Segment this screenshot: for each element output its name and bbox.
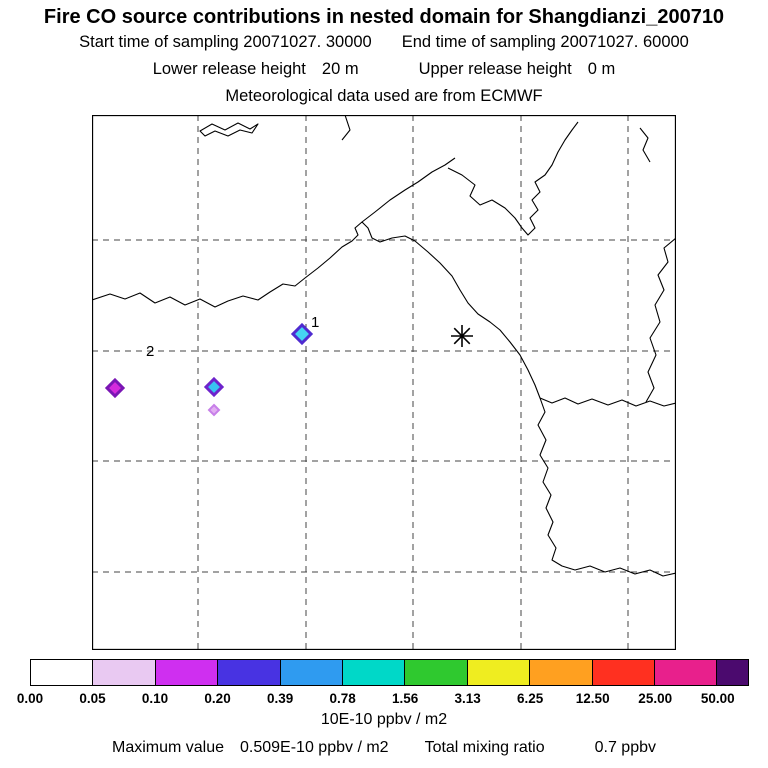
coastline-liaodong-peninsula	[447, 121, 579, 236]
lower-release-value: 20 m	[321, 60, 359, 78]
mixing-ratio-label: Total mixing ratio	[424, 739, 545, 756]
colorbar-unit-line: 10E-10 ppbv / m2	[0, 711, 768, 729]
met-data-line: Meteorological data used are from ECMWF	[0, 87, 768, 106]
coastline-topright-corner	[639, 127, 651, 163]
stats-line: Maximum value 0.509E-10 ppbv / m2 Total …	[0, 739, 768, 757]
colorbar-segment-11	[717, 660, 748, 685]
end-time-text: End time of sampling 20071027. 60000	[401, 33, 689, 51]
upper-release-value: 0 m	[587, 60, 616, 78]
source-marker-3	[203, 376, 225, 398]
colorbar-tick-0.20: 0.20	[204, 691, 231, 706]
receptor-asterisk-marker	[451, 325, 473, 347]
colorbar-segment-4	[280, 660, 343, 685]
coastline-shandong-south-shore	[537, 397, 676, 577]
lower-release-label: Lower release height	[152, 60, 306, 78]
upper-release-group: Upper release height 0 m	[419, 60, 616, 79]
colorbar-segment-10	[654, 660, 718, 685]
colorbar-segment-5	[342, 660, 406, 685]
coastline-northeast-shore	[361, 157, 456, 223]
colorbar-segment-3	[218, 660, 281, 685]
colorbar-segment-9	[592, 660, 655, 685]
page-title: Fire CO source contributions in nested d…	[43, 6, 725, 28]
sampling-time-line: Start time of sampling 20071027. 30000 E…	[0, 33, 768, 52]
colorbar-tick-6.25: 6.25	[517, 691, 544, 706]
colorbar-tick-0.10: 0.10	[141, 691, 169, 706]
colorbar-segment-6	[405, 660, 468, 685]
max-value-group: Maximum value 0.509E-10 ppbv / m2	[112, 739, 389, 757]
max-value-label: Maximum value	[111, 739, 225, 756]
coastlines	[92, 115, 676, 577]
colorbar-tick-0.05: 0.05	[79, 691, 106, 706]
release-height-line: Lower release height 20 m Upper release …	[0, 60, 768, 79]
max-value-text: 0.509E-10 ppbv / m2	[240, 739, 389, 756]
colorbar-segment-2	[155, 660, 219, 685]
colorbar-tick-1.56: 1.56	[391, 691, 419, 706]
mixing-ratio-value: 0.7 ppbv	[594, 739, 656, 756]
lower-release-group: Lower release height 20 m	[153, 60, 359, 79]
marker-number-label-1: 1	[311, 314, 319, 331]
lake-outline	[199, 122, 259, 137]
met-data-text: Meteorological data used are from ECMWF	[225, 87, 543, 105]
asterisk-spoke	[453, 327, 471, 345]
graticule	[92, 115, 676, 650]
colorbar-segment-1	[93, 660, 156, 685]
colorbar-tick-12.50: 12.50	[575, 691, 610, 706]
source-marker-1	[290, 322, 314, 346]
colorbar-segment-8	[530, 660, 593, 685]
stats-groups: Maximum value 0.509E-10 ppbv / m2 Total …	[112, 739, 656, 757]
colorbar-tick-0.00: 0.00	[16, 691, 44, 706]
source-marker-2	[104, 377, 126, 399]
colorbar-tick-25.00: 25.00	[638, 691, 673, 706]
mixing-ratio-group: Total mixing ratio 0.7 ppbv	[425, 739, 656, 757]
map-border	[92, 115, 676, 650]
colorbar-segment-0	[31, 660, 94, 685]
river-line	[341, 115, 351, 141]
colorbar-tick-row: 0.00 0.05 0.10 0.20 0.39 0.78 1.56 3.13 6.25 12.5…	[17, 691, 749, 707]
colorbar-unit-label: 10E-10 ppbv / m2	[320, 711, 448, 728]
colorbar-tick-50.00: 50.00	[700, 691, 735, 706]
start-time-text: Start time of sampling 20071027. 30000	[79, 33, 372, 51]
colorbar-tick-0.39: 0.39	[266, 691, 294, 706]
source-marker-4	[207, 403, 221, 417]
marker-number-label-2: 2	[146, 343, 154, 360]
coastline-north-coast	[92, 221, 541, 399]
colorbar-tick-3.13: 3.13	[454, 691, 481, 706]
colorbar	[30, 659, 749, 686]
upper-release-label: Upper release height	[418, 60, 572, 78]
colorbar-segment-7	[467, 660, 531, 685]
coastline-east-coast	[645, 237, 676, 403]
marker-layer: 12	[104, 314, 473, 417]
coastline-shandong-north-shore	[539, 397, 676, 407]
colorbar-tick-0.78: 0.78	[329, 691, 356, 706]
